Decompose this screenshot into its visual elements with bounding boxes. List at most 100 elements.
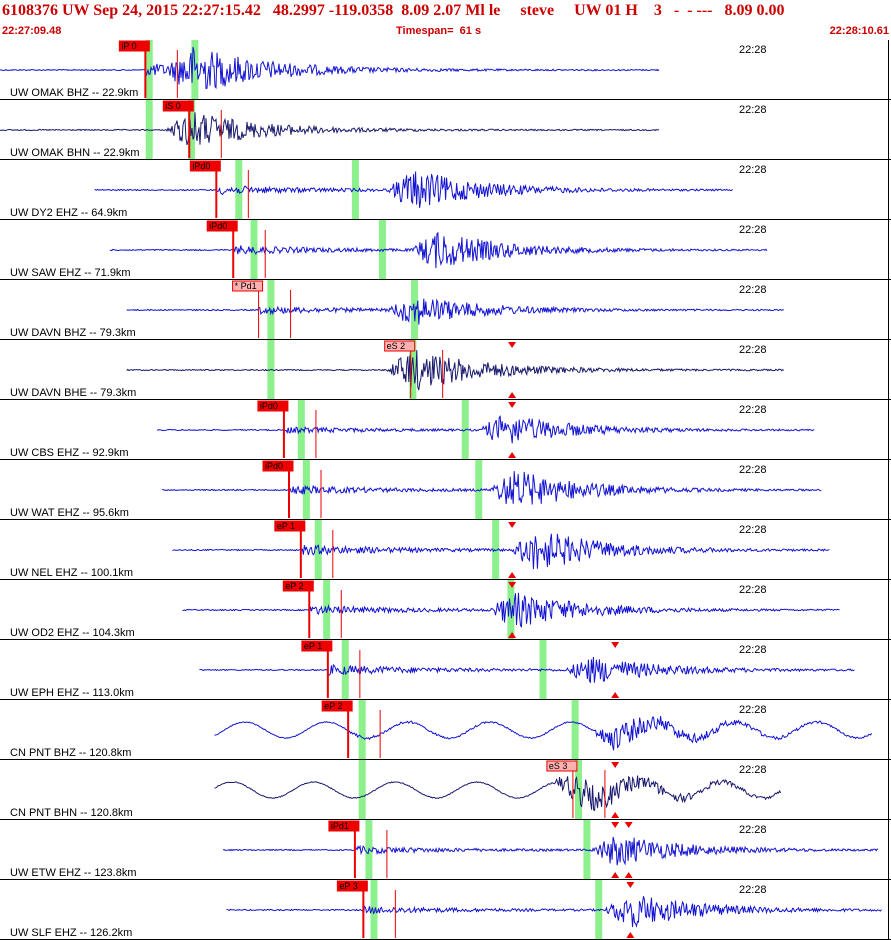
channel-label: UW DAVN BHE -- 79.3km [10,387,136,399]
channel-label: UW OD2 EHZ -- 104.3km [10,627,135,639]
minute-mark-label: 22:28 [739,644,767,656]
minute-mark-label: 22:28 [739,164,767,176]
trace-waveform [226,896,882,928]
channel-label: UW WAT EHZ -- 95.6km [10,507,129,519]
event-header: 6108376 UW Sep 24, 2015 22:27:15.42 48.2… [0,0,891,40]
trace-waveform [162,471,822,505]
amp-marker-bottom [508,392,517,398]
channel-label: UW OMAK BHZ -- 22.9km [10,87,138,99]
amp-marker-bottom [611,692,620,698]
end-time: 22:28:10.61 [829,25,889,37]
pick-label: eP 1 [277,521,295,531]
amp-marker-top [611,642,620,648]
minute-mark-label: 22:28 [739,284,767,296]
minute-mark-label: 22:28 [739,824,767,836]
trace-waveform [182,592,840,628]
channel-label: UW CBS EHZ -- 92.9km [10,447,129,459]
trace-waveform [126,298,784,325]
trace-waveform [214,775,782,812]
pick-label: eP 3 [339,881,357,891]
minute-mark-label: 22:28 [739,224,767,236]
pick-label: iPd0 [192,161,210,171]
start-time: 22:27:09.48 [2,25,62,37]
pick-label: iS 0 [165,101,181,111]
seismogram-panel[interactable]: iP 0 22:28 UW OMAK BHZ -- 22.9km iS 0 22:28 U… [0,40,891,940]
pick-box [301,640,333,652]
channel-label: UW EPH EHZ -- 113.0km [10,687,134,699]
minute-mark-label: 22:28 [739,104,767,116]
minute-mark-label: 22:28 [739,404,767,416]
pick-box [118,40,150,52]
channel-label: CN PNT BHZ -- 120.8km [10,747,131,759]
trace-waveform [0,112,660,146]
pick-box [336,880,368,892]
amp-marker-top [624,822,633,828]
pick-box [189,160,221,172]
theoretical-p-bar [314,520,322,580]
channel-label: UW OMAK BHN -- 22.9km [10,147,140,159]
minute-mark-label: 22:28 [739,584,767,596]
theoretical-p-bar [323,580,331,640]
pick-label: eS 2 [387,341,406,351]
amp-marker-top [508,342,517,348]
channel-label: UW DAVN BHZ -- 79.3km [10,327,136,339]
amp-marker-bottom [508,572,517,578]
theoretical-s-bar [409,340,417,400]
pick-box [232,280,264,292]
theoretical-p-bar [358,700,366,760]
trace-waveform [109,231,768,269]
pick-label: * Pd1 [235,281,257,291]
trace-waveform [222,836,879,866]
channel-label: UW SAW EHZ -- 71.9km [10,267,131,279]
minute-mark-label: 22:28 [739,704,767,716]
pick-box [282,580,314,592]
pick-label: iP 0 [121,41,136,51]
channel-label: UW DY2 EHZ -- 64.9km [10,207,127,219]
trace-waveform [172,533,830,570]
pick-label: eP 2 [324,701,342,711]
channel-label: UW NEL EHZ -- 100.1km [10,567,133,579]
amp-marker-top [508,582,517,588]
amp-marker-bottom [611,812,620,818]
theoretical-p-bar [302,460,310,520]
pick-box [206,220,238,232]
pick-label: iPd0 [209,221,227,231]
theoretical-p-bar [297,400,305,460]
amp-marker-top [611,822,620,828]
pick-box [328,820,360,832]
minute-mark-label: 22:28 [739,44,767,56]
trace-waveform [126,350,785,391]
pick-label: eP 1 [304,641,322,651]
amp-marker-bottom [508,632,517,638]
trace-waveform [0,46,660,90]
amp-marker-bottom [508,452,517,458]
amp-marker-top [508,522,517,528]
pick-label: iPd0 [260,401,278,411]
amp-marker-top [508,402,517,408]
amp-marker-top [626,882,635,888]
minute-mark-label: 22:28 [739,884,767,896]
minute-mark-label: 22:28 [739,764,767,776]
pick-box [321,700,353,712]
amp-marker-bottom [626,932,635,938]
channel-label: UW SLF EHZ -- 126.2km [10,927,132,939]
event-title: 6108376 UW Sep 24, 2015 22:27:15.42 48.2… [2,2,785,19]
pick-box [546,760,578,772]
pick-box [257,400,289,412]
theoretical-p-bar [358,760,366,820]
theoretical-p-bar [267,280,275,340]
pick-label: iPd0 [265,461,283,471]
pick-label: iPd1 [331,821,349,831]
trace-waveform [156,415,815,444]
timespan: Timespan= 61 s [396,25,482,37]
amp-marker-top [611,762,620,768]
seismogram-svg[interactable]: iP 0 22:28 UW OMAK BHZ -- 22.9km iS 0 22:28 U… [0,40,891,940]
channel-label: CN PNT BHN -- 120.8km [10,807,133,819]
theoretical-s-bar [574,760,582,820]
pick-label: eS 3 [549,761,568,771]
minute-mark-label: 22:28 [739,524,767,536]
minute-mark-label: 22:28 [739,464,767,476]
trace-waveform [199,656,855,684]
theoretical-p-bar [145,40,153,100]
theoretical-s-bar [571,700,579,760]
